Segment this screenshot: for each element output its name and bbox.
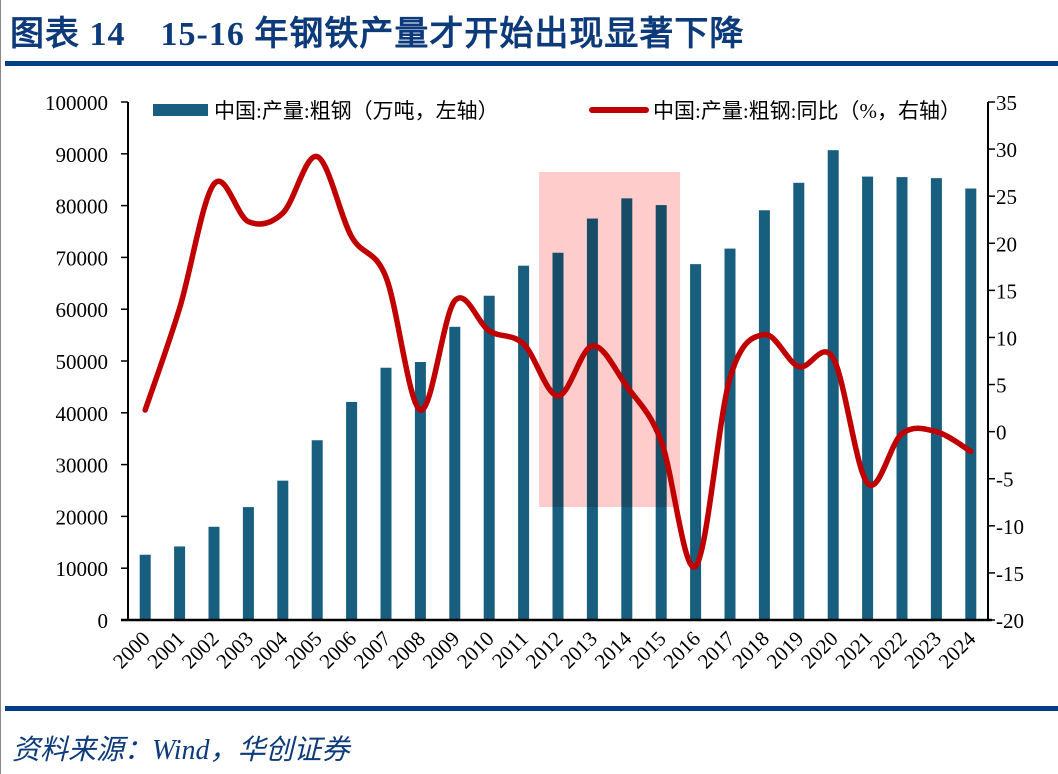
left-tick-label: 40000 [56, 402, 109, 426]
left-tick-label: 0 [98, 609, 109, 633]
right-tick-label: -20 [996, 609, 1024, 633]
bar-2010 [483, 295, 495, 620]
left-tick-label: 80000 [56, 195, 109, 219]
left-tick-label: 50000 [56, 350, 109, 374]
left-tick-label: 30000 [56, 454, 109, 478]
highlight-box [539, 172, 681, 507]
bar-2021 [862, 176, 874, 621]
bar-2004 [277, 480, 289, 620]
right-tick-label: 15 [996, 279, 1017, 303]
right-tick-label: 0 [996, 421, 1007, 445]
bar-2007 [380, 367, 392, 620]
right-tick-label: -15 [996, 562, 1024, 586]
legend-line-label: 中国:产量:粗钢:同比（%，右轴） [653, 99, 961, 123]
bar-2000 [139, 554, 151, 620]
left-tick-label: 100000 [45, 91, 108, 115]
bar-2001 [174, 546, 186, 620]
left-tick-label: 60000 [56, 298, 109, 322]
bar-2008 [414, 362, 426, 620]
title-rule [5, 61, 1058, 66]
page-border [0, 0, 1, 774]
bar-2006 [346, 401, 358, 620]
bar-2009 [449, 326, 461, 620]
bar-2018 [758, 210, 770, 620]
legend-bar-label: 中国:产量:粗钢（万吨，左轴） [214, 99, 499, 123]
bar-2016 [690, 264, 702, 620]
right-tick-label: 5 [996, 374, 1007, 398]
left-tick-label: 90000 [56, 143, 109, 167]
bar-2023 [930, 178, 942, 620]
bar-2003 [242, 507, 254, 620]
bar-2011 [518, 265, 530, 620]
chart-title: 图表 14 15-16 年钢铁产量才开始出现显著下降 [10, 16, 745, 53]
right-tick-label: 10 [996, 326, 1017, 350]
left-tick-label: 70000 [56, 246, 109, 270]
bar-2020 [827, 150, 839, 620]
bar-2024 [965, 188, 977, 621]
bar-2019 [793, 182, 805, 621]
bar-2022 [896, 177, 908, 621]
right-tick-label: 25 [996, 185, 1017, 209]
footer-rule [5, 706, 1058, 711]
right-tick-label: -5 [996, 468, 1014, 492]
x-tick-label: 2024 [934, 626, 981, 673]
right-tick-label: -10 [996, 515, 1024, 539]
right-tick-label: 30 [996, 138, 1017, 162]
left-tick-label: 20000 [56, 505, 109, 529]
source-note: 资料来源：Wind，华创证券 [12, 735, 350, 766]
legend-bar-swatch [153, 104, 208, 116]
right-tick-label: 35 [996, 91, 1017, 115]
bar-2002 [208, 526, 220, 620]
left-tick-label: 10000 [56, 557, 109, 581]
bar-2005 [311, 440, 323, 620]
right-tick-label: 20 [996, 232, 1017, 256]
bar-2017 [724, 248, 736, 620]
